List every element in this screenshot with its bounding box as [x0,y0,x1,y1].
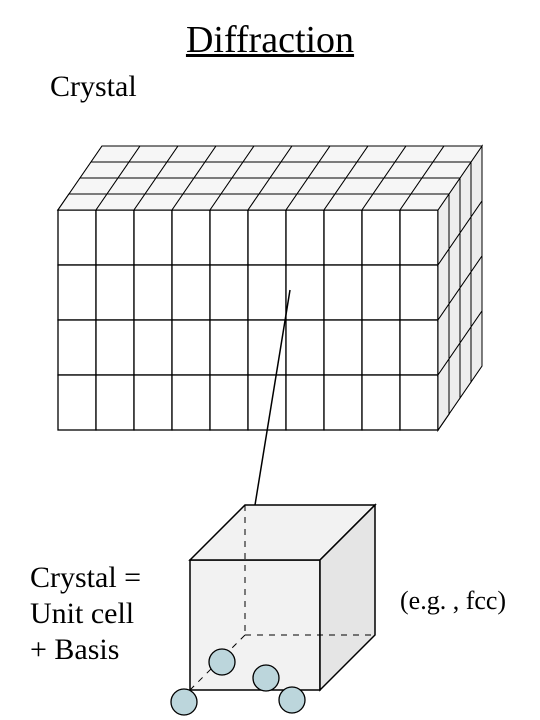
diagram-svg [0,0,540,720]
unit-cell [171,505,375,715]
crystal-lattice [58,146,482,430]
